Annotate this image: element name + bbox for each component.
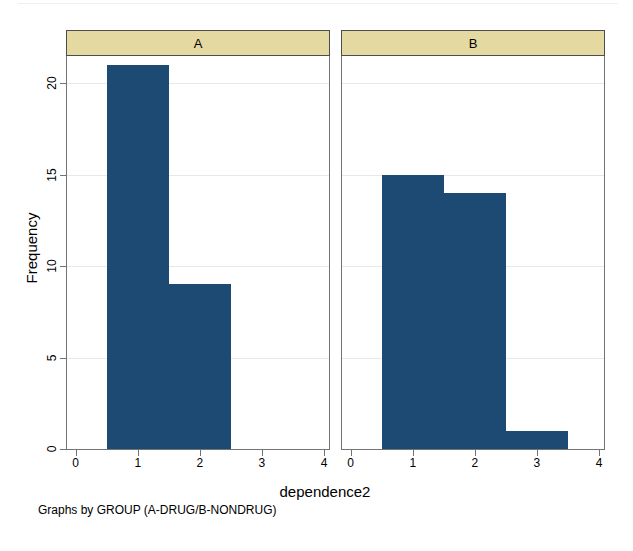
histogram-bar [107,65,169,449]
y-tick [60,175,66,176]
stata-histogram-figure: A 0123405101520 B 01234 Frequency depend… [0,0,633,551]
panel-title: A [194,36,203,51]
plot-area: 01234 [341,56,605,450]
x-tick-label: 3 [259,456,266,470]
top-edge-line [18,3,618,4]
x-tick-label: 0 [347,456,354,470]
panel-header: A [66,30,330,56]
x-tick-label: 4 [321,456,328,470]
y-tick [60,358,66,359]
panel-title: B [469,36,478,51]
panel: B 01234 [341,30,605,450]
x-tick-label: 2 [197,456,204,470]
x-axis-title: dependence2 [280,483,371,500]
x-tick-label: 2 [472,456,479,470]
panel: A 0123405101520 [66,30,330,450]
x-tick-label: 1 [134,456,141,470]
histogram-bar [506,431,568,449]
plot-area: 0123405101520 [66,56,330,450]
x-tick-label: 1 [409,456,416,470]
y-tick [60,83,66,84]
histogram-bar [382,175,444,449]
y-tick-label: 5 [45,354,59,361]
y-tick-label: 15 [45,168,59,181]
gridline [342,83,604,84]
x-tick-label: 0 [72,456,79,470]
x-tick-label: 4 [596,456,603,470]
y-tick-label: 0 [45,446,59,453]
y-tick [60,266,66,267]
y-tick [60,449,66,450]
y-axis-title: Frequency [23,213,40,284]
histogram-bar [169,284,231,449]
panel-header: B [341,30,605,56]
caption: Graphs by GROUP (A-DRUG/B-NONDRUG) [38,503,276,517]
y-tick-label: 20 [45,77,59,90]
histogram-bar [444,193,506,449]
x-tick-label: 3 [534,456,541,470]
y-tick-label: 10 [45,260,59,273]
